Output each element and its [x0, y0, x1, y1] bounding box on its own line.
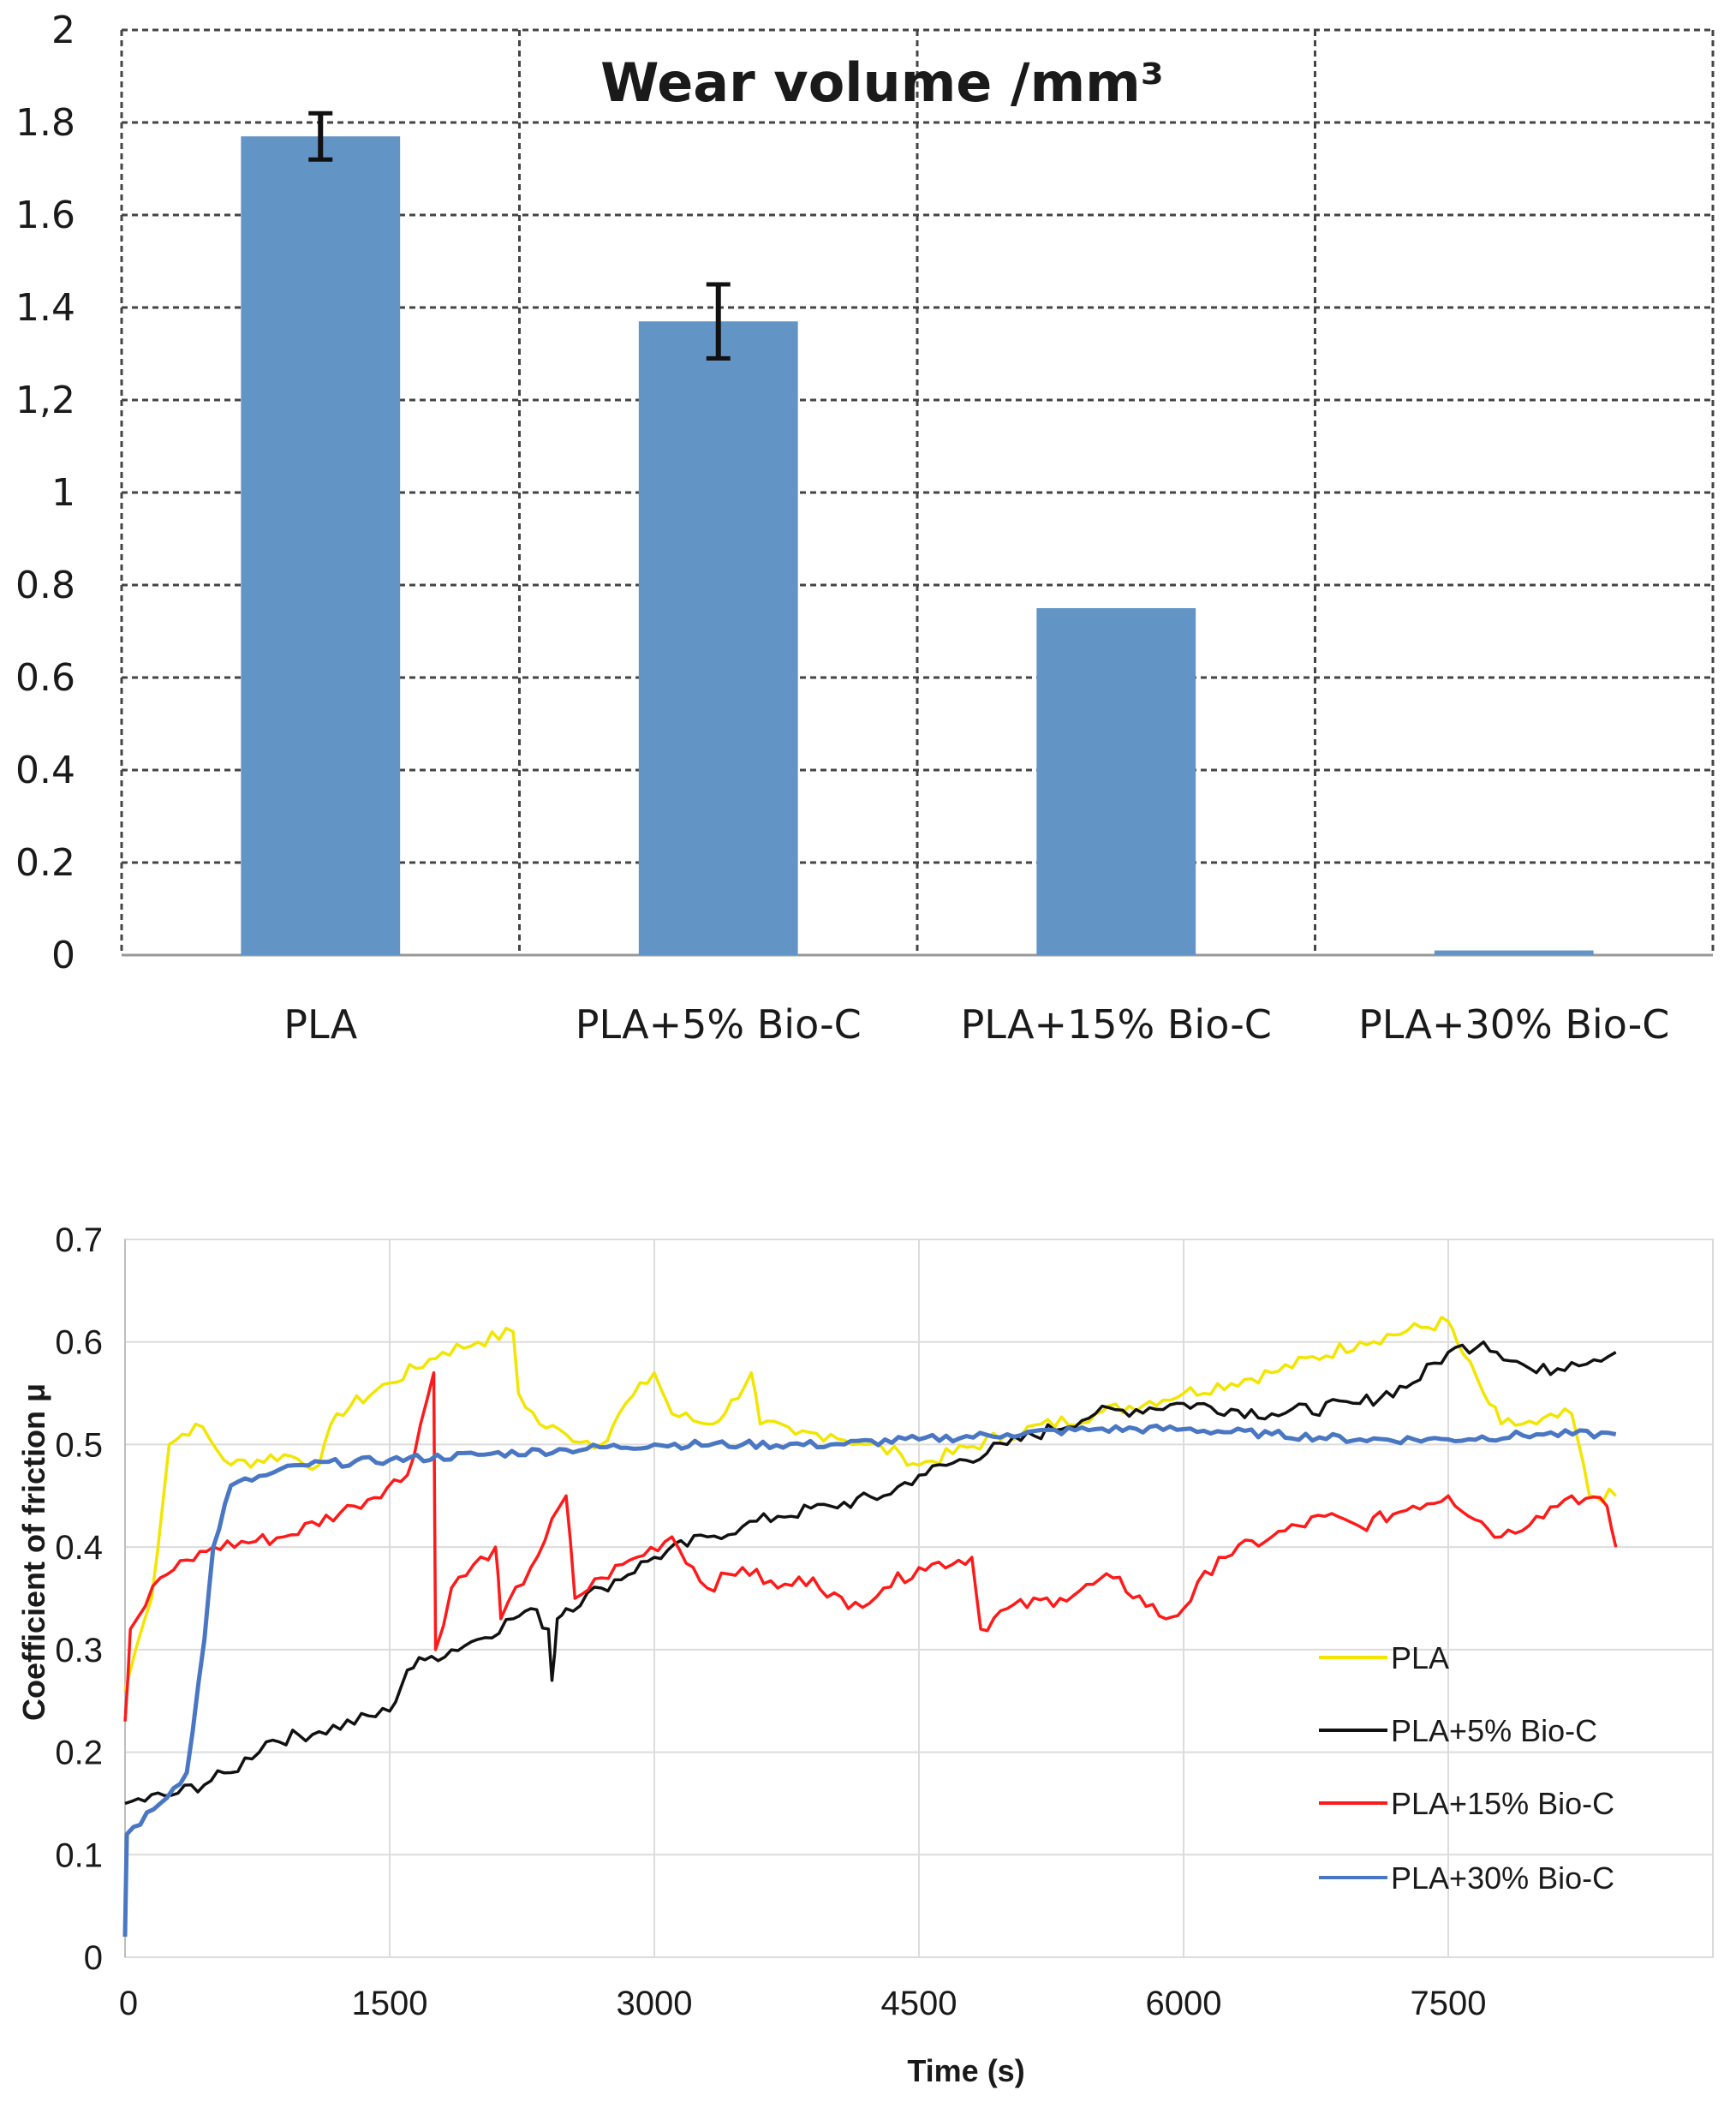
friction-x-tick-label-3: 4500: [881, 1985, 957, 2022]
wear-y-tick-label-5: 1: [51, 471, 75, 515]
wear-chart-bars: [241, 136, 1594, 955]
wear-y-tick-label-9: 1.8: [15, 101, 75, 145]
legend-item-0: PLA: [1319, 1640, 1449, 1675]
wear-y-tick-label-2: 0.4: [15, 749, 75, 792]
friction-chart-x-ticks: 0 1500 3000 4500 6000 7500: [119, 1985, 1487, 2022]
friction-y-tick-label-0: 0: [84, 1939, 103, 1977]
friction-series-line-0: [123, 1316, 1617, 1692]
friction-series-line-2: [123, 1370, 1618, 1722]
friction-chart-x-label: Time (s): [907, 2053, 1024, 2088]
friction-chart-gridlines: [124, 1239, 1714, 1958]
legend-label-0: PLA: [1391, 1640, 1449, 1675]
legend-label-1: PLA+5% Bio-C: [1391, 1713, 1597, 1748]
friction-chart-legend: PLA PLA+5% Bio-C PLA+15% Bio-C PLA+30% Bio-…: [1319, 1640, 1614, 1896]
friction-y-tick-label-2: 0.2: [55, 1735, 103, 1772]
wear-category-label-2: PLA+15% Bio-C: [961, 1001, 1272, 1048]
legend-label-2: PLA+15% Bio-C: [1391, 1786, 1614, 1821]
wear-chart-error-bars: [308, 110, 731, 361]
friction-chart-y-label: Coefficient of friction μ: [16, 1383, 51, 1721]
wear-category-label-0: PLA: [283, 1001, 357, 1048]
wear-category-label-1: PLA+5% Bio-C: [576, 1001, 862, 1048]
wear-volume-chart: 0 0.2 0.4 0.6 0.8 1 1,2 1.4 1.6 1.8 2 PLA PLA+5% Bi…: [15, 9, 1715, 1048]
wear-y-tick-label-7: 1.4: [15, 286, 75, 330]
wear-y-tick-label-3: 0.6: [15, 656, 75, 700]
friction-x-tick-label-4: 6000: [1146, 1985, 1222, 2022]
wear-category-label-3: PLA+30% Bio-C: [1358, 1001, 1669, 1048]
wear-bar-1: [638, 321, 798, 955]
wear-y-tick-label-4: 0.8: [15, 564, 75, 607]
friction-y-tick-label-6: 0.6: [55, 1324, 103, 1362]
legend-item-1: PLA+5% Bio-C: [1319, 1713, 1597, 1748]
friction-y-tick-label-5: 0.5: [55, 1426, 103, 1464]
friction-x-tick-label-1: 1500: [352, 1985, 428, 2022]
wear-y-tick-label-0: 0: [51, 934, 75, 977]
friction-chart-lines: [122, 1316, 1618, 1938]
wear-y-tick-label-10: 2: [51, 9, 75, 52]
wear-bar-2: [1036, 608, 1196, 955]
legend-item-2: PLA+15% Bio-C: [1319, 1786, 1614, 1821]
wear-bar-3: [1434, 950, 1594, 955]
wear-error-bar-0: [308, 110, 333, 162]
legend-label-3: PLA+30% Bio-C: [1391, 1860, 1614, 1896]
friction-series-line-1: [124, 1340, 1617, 1806]
friction-y-tick-label-4: 0.4: [55, 1529, 103, 1567]
wear-bar-0: [241, 136, 401, 955]
wear-chart-categories: PLA PLA+5% Bio-C PLA+15% Bio-C PLA+30% Bio-…: [283, 1001, 1669, 1048]
friction-y-tick-label-7: 0.7: [55, 1221, 103, 1259]
wear-y-tick-label-1: 0.2: [15, 841, 75, 885]
friction-y-tick-label-3: 0.3: [55, 1632, 103, 1669]
wear-y-tick-label-8: 1.6: [15, 194, 75, 237]
wear-chart-title: Wear volume /mm³: [600, 51, 1164, 114]
friction-x-tick-label-0: 0: [119, 1985, 138, 2022]
friction-chart-y-ticks: 0 0.1 0.2 0.3 0.4 0.5 0.6 0.7: [55, 1221, 103, 1977]
friction-chart: 0 0.1 0.2 0.3 0.4 0.5 0.6 0.7 0 1500 3000 4500 6000…: [16, 1221, 1714, 2088]
wear-chart-y-ticks: 0 0.2 0.4 0.6 0.8 1 1,2 1.4 1.6 1.8 2: [15, 9, 75, 977]
wear-y-tick-label-6: 1,2: [15, 379, 75, 422]
legend-item-3: PLA+30% Bio-C: [1319, 1860, 1614, 1896]
friction-series-line-3: [122, 1423, 1617, 1938]
friction-y-tick-label-1: 0.1: [55, 1836, 103, 1874]
wear-error-bar-1: [706, 282, 731, 361]
friction-x-tick-label-2: 3000: [617, 1985, 693, 2022]
friction-x-tick-label-5: 7500: [1411, 1985, 1487, 2022]
